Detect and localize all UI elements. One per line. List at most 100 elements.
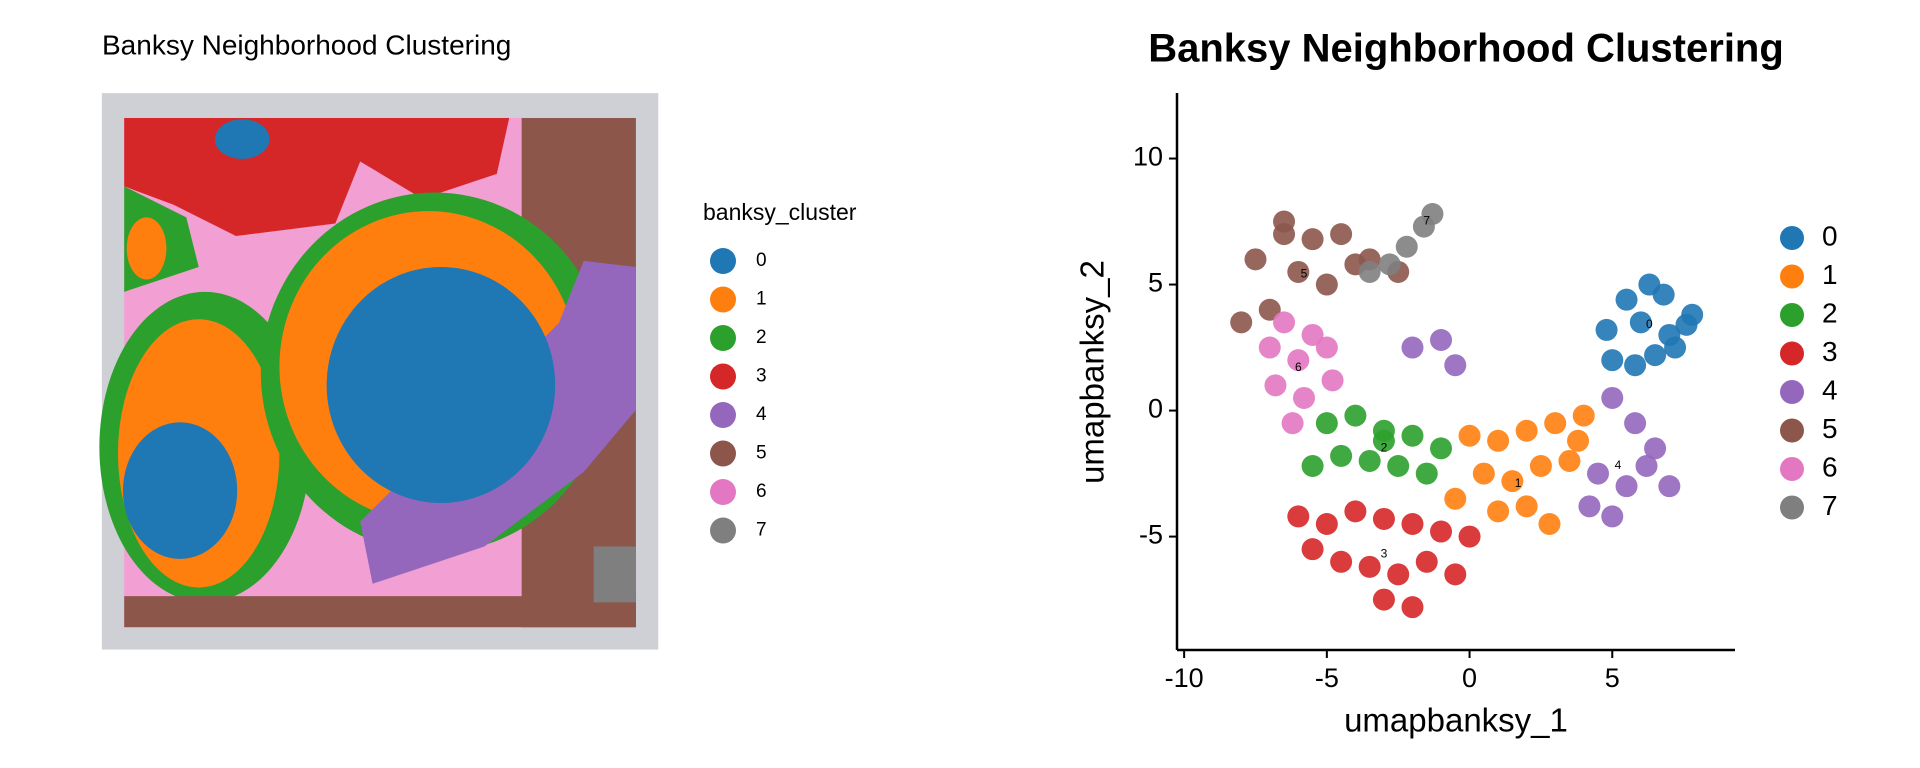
- region: [122, 422, 238, 559]
- point: [1358, 555, 1381, 578]
- point: [1444, 487, 1467, 510]
- point: [1578, 495, 1601, 518]
- point: [1372, 429, 1395, 452]
- region: [124, 596, 636, 628]
- point: [1372, 588, 1395, 611]
- point: [1658, 475, 1681, 498]
- region: [593, 546, 636, 603]
- region: [214, 119, 270, 159]
- spatial-panel: [99, 93, 659, 650]
- point: [1595, 318, 1618, 341]
- point: [1395, 235, 1418, 258]
- point: [1287, 349, 1310, 372]
- point: [1444, 563, 1467, 586]
- legend-label: 2: [756, 327, 767, 348]
- legend-swatch: [710, 363, 736, 390]
- point: [1301, 455, 1324, 478]
- point: [1629, 311, 1652, 334]
- point: [1287, 505, 1310, 528]
- legend-swatch: [1780, 457, 1804, 481]
- x-tick-label: -10: [1165, 663, 1204, 693]
- point: [1258, 298, 1281, 321]
- point: [1230, 311, 1253, 334]
- legend-label: 3: [756, 366, 767, 387]
- legend-label: 3: [1822, 336, 1838, 367]
- point: [1401, 424, 1424, 447]
- point: [1301, 323, 1324, 346]
- legend-swatch: [1780, 380, 1804, 404]
- legend-swatch: [710, 286, 736, 313]
- point: [1624, 412, 1647, 435]
- point: [1378, 253, 1401, 276]
- point: [1315, 412, 1338, 435]
- point: [1401, 596, 1424, 619]
- legend-swatch: [1780, 264, 1804, 289]
- point: [1644, 344, 1667, 367]
- point: [1644, 437, 1667, 460]
- legend-label: 0: [756, 250, 767, 271]
- point: [1444, 354, 1467, 377]
- point: [1615, 475, 1638, 498]
- point: [1430, 437, 1453, 460]
- legend-label: 5: [756, 443, 767, 464]
- legend-label: 7: [1822, 490, 1838, 521]
- legend-label: 4: [756, 404, 767, 425]
- point: [1315, 336, 1338, 359]
- region: [126, 217, 167, 280]
- y-axis-label: umapbanksy_2: [1074, 260, 1111, 484]
- legend-swatch: [1780, 495, 1804, 520]
- point: [1421, 202, 1444, 225]
- point: [1415, 462, 1438, 485]
- point: [1358, 449, 1381, 472]
- legend-label: 6: [1822, 451, 1838, 482]
- point: [1658, 323, 1681, 346]
- y-tick-label: 0: [1148, 394, 1163, 424]
- x-tick-label: -5: [1315, 663, 1339, 693]
- cluster-label: 4: [1615, 458, 1622, 472]
- point: [1430, 328, 1453, 351]
- legend-swatch: [1780, 226, 1804, 250]
- legend-swatch: [1780, 341, 1804, 366]
- point: [1501, 470, 1524, 493]
- point: [1372, 507, 1395, 530]
- legend-swatch: [710, 402, 736, 428]
- point: [1358, 260, 1381, 283]
- point: [1567, 429, 1590, 452]
- legend-label: 6: [756, 481, 767, 502]
- point: [1258, 336, 1281, 359]
- legend-label: 0: [1822, 220, 1838, 251]
- point: [1415, 550, 1438, 573]
- point: [1601, 349, 1624, 372]
- point: [1273, 223, 1296, 246]
- legend-swatch: [710, 479, 736, 505]
- point: [1315, 512, 1338, 535]
- point: [1586, 462, 1609, 485]
- point: [1330, 550, 1353, 573]
- point: [1638, 273, 1661, 296]
- point: [1330, 223, 1353, 246]
- point: [1287, 260, 1310, 283]
- cluster-label: 1: [1515, 476, 1522, 490]
- point: [1487, 429, 1510, 452]
- point: [1601, 386, 1624, 409]
- legend-swatch: [710, 325, 736, 351]
- legend-swatch: [710, 517, 736, 544]
- point: [1264, 374, 1287, 397]
- point: [1515, 495, 1538, 518]
- cluster-label: 0: [1646, 317, 1653, 331]
- x-axis-label: umapbanksy_1: [1344, 702, 1568, 739]
- point: [1281, 412, 1304, 435]
- point: [1515, 419, 1538, 442]
- legend-swatch: [710, 248, 736, 274]
- point: [1624, 354, 1647, 377]
- point: [1387, 455, 1410, 478]
- point: [1430, 520, 1453, 543]
- y-tick-label: -5: [1139, 520, 1163, 550]
- x-tick-label: 0: [1462, 663, 1477, 693]
- spatial-title: Banksy Neighborhood Clustering: [102, 29, 511, 60]
- legend-title: banksy_cluster: [703, 199, 857, 225]
- cluster-label: 5: [1301, 267, 1308, 281]
- point: [1401, 336, 1424, 359]
- point: [1458, 525, 1481, 548]
